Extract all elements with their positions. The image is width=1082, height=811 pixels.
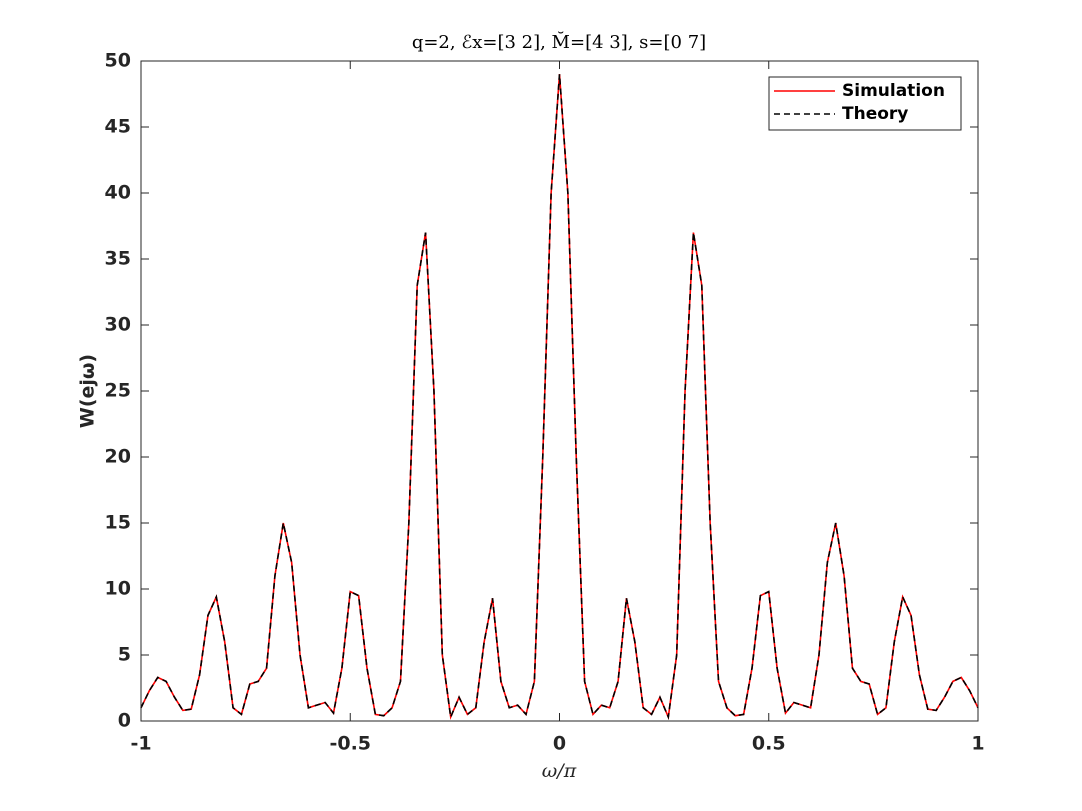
y-axis-label: W(ejω) (77, 354, 99, 428)
y-tick-label: 20 (105, 446, 131, 468)
line-series (140, 74, 979, 721)
x-tick-label: 1 (971, 733, 984, 755)
legend-label: Simulation (842, 81, 945, 101)
y-tick-label: 50 (105, 50, 131, 72)
legend-box (768, 76, 962, 131)
y-tick-label: 10 (105, 578, 131, 600)
x-tick-label: -0.5 (329, 733, 371, 755)
x-tick-label: 0 (553, 733, 566, 755)
y-tick-label: 40 (105, 182, 131, 204)
y-tick-label: 15 (105, 512, 131, 534)
y-tick-label: 5 (118, 644, 131, 666)
axes-box (140, 60, 979, 722)
y-tick-label: 25 (105, 380, 131, 402)
legend: Simulation Theory (768, 76, 962, 131)
x-tick-label: 0.5 (752, 733, 786, 755)
chart-title: q=2, ℰx=[3 2], M̆=[4 3], s=[0 7] (412, 31, 706, 53)
y-tick-label: 45 (105, 116, 131, 138)
y-tick-label: 0 (118, 710, 131, 732)
x-tick-label: -1 (130, 733, 151, 755)
y-tick-label: 35 (105, 248, 131, 270)
y-tick-label: 30 (105, 314, 131, 336)
plot-area (141, 61, 978, 721)
x-axis-label: ω/π (542, 760, 577, 782)
legend-label: Theory (842, 104, 908, 124)
